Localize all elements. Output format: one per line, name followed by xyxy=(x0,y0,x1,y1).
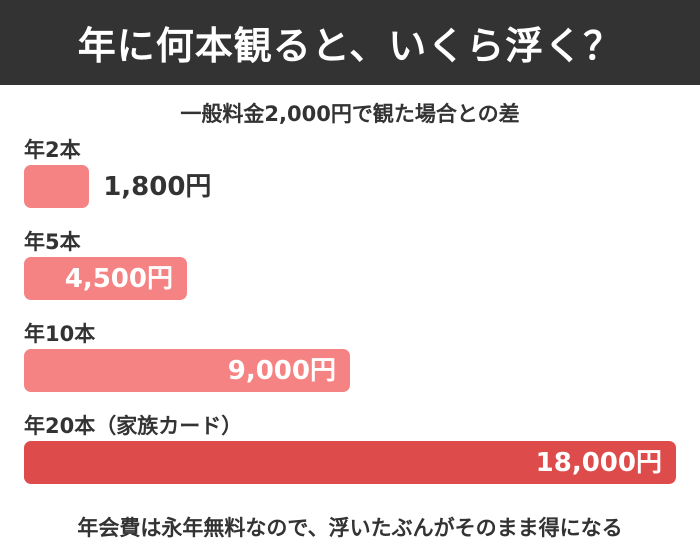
bar xyxy=(24,165,90,208)
bar xyxy=(24,349,350,392)
bar-category-label: 年2本 xyxy=(24,138,81,162)
bar-value-label: 1,800円 xyxy=(103,172,212,202)
chart-title: 一般料金2,000円で観た場合との差 xyxy=(180,102,520,126)
bar xyxy=(24,441,676,484)
bar-category-label: 年20本（家族カード） xyxy=(24,414,243,438)
header-banner: 年に何本観ると、いくら浮く？ xyxy=(0,0,700,85)
bar-value-label: 18,000円 xyxy=(535,448,662,478)
footer-note: 年会費は永年無料なので、浮いたぶんがそのまま得になる xyxy=(77,516,623,540)
bar-category-label: 年5本 xyxy=(24,230,81,254)
bar xyxy=(24,257,187,300)
bar-category-label: 年10本 xyxy=(24,322,96,346)
page-title: 年に何本観ると、いくら浮く？ xyxy=(77,24,623,68)
bar-value-label: 4,500円 xyxy=(64,264,173,294)
bar-value-label: 9,000円 xyxy=(227,356,336,386)
